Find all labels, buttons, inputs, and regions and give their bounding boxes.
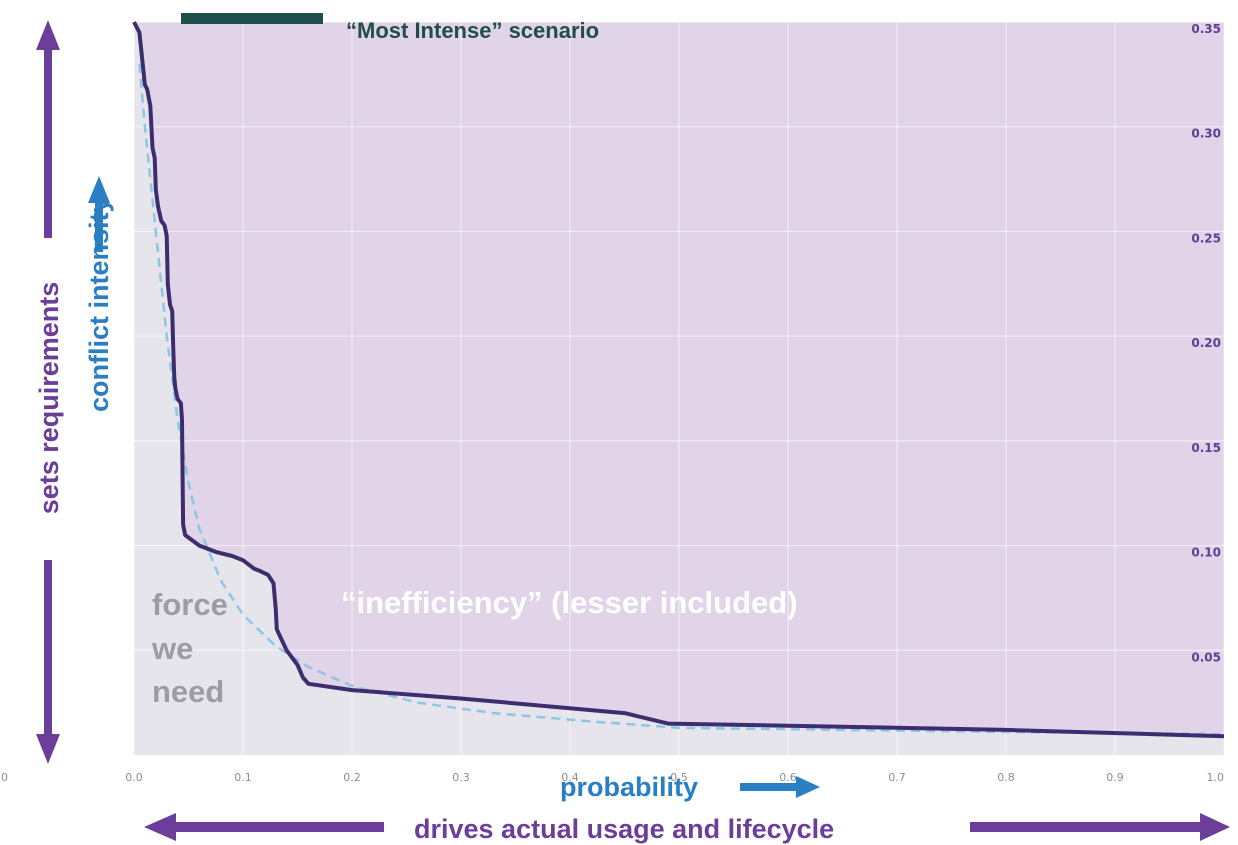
sets-requirements-arrow — [36, 20, 60, 764]
probability-arrow — [740, 776, 820, 798]
y-tick-label: 0.10 — [1191, 546, 1221, 560]
inefficiency-annotation: “inefficiency” (lesser included) — [341, 585, 798, 620]
x-tick-label: 0.7 — [888, 771, 906, 784]
x-tick-label: 0.4 — [561, 771, 579, 784]
x-tick-label: 1.0 — [1207, 771, 1225, 784]
force-annotation-line-2: we — [151, 631, 193, 666]
x-tick-label: 0.9 — [1106, 771, 1124, 784]
x-tick-label: 0.5 — [670, 771, 688, 784]
right-arrowhead-icon — [796, 776, 820, 798]
y-tick-label: 0.05 — [1191, 650, 1221, 664]
left-arrowhead-icon — [144, 813, 176, 841]
force-annotation-line-3: need — [152, 674, 224, 709]
x-tick-label: 0.6 — [779, 771, 797, 784]
right-arrowhead-icon — [1200, 813, 1230, 841]
lower-arrow-shaft — [44, 560, 52, 736]
legend-label: “Most Intense” scenario — [346, 18, 599, 43]
up-arrowhead-icon — [88, 176, 110, 203]
left-edge-tick-fragment: 0 — [1, 771, 8, 784]
x-inner-label: probability — [560, 772, 698, 802]
legend-swatch — [181, 13, 323, 24]
left-arrow-shaft — [174, 822, 384, 832]
up-arrowhead-icon — [36, 20, 60, 50]
y-tick-label: 0.15 — [1191, 441, 1221, 455]
x-tick-label: 0.8 — [997, 771, 1015, 784]
x-tick-label: 0.2 — [343, 771, 361, 784]
y-outer-label: sets requirements — [34, 282, 64, 515]
gridlines — [133, 21, 1225, 755]
dashed-series-line — [138, 63, 1225, 736]
y-tick-label: 0.35 — [1191, 22, 1221, 36]
blue-arrow-shaft — [740, 783, 800, 791]
x-tick-label: 0.1 — [234, 771, 252, 784]
y-tick-labels: 0.05 0.10 0.15 0.20 0.25 0.30 0.35 — [1191, 22, 1221, 664]
right-arrow-shaft — [970, 822, 1202, 832]
drives-usage-arrow — [144, 813, 1230, 841]
x-tick-label: 0.3 — [452, 771, 470, 784]
most-intense-scenario-line — [132, 21, 1225, 739]
conflict-intensity-arrow — [88, 176, 110, 252]
x-tick-label: 0.0 — [125, 771, 143, 784]
x-tick-labels: 0.0 0.1 0.2 0.3 0.4 0.5 0.6 0.7 0.8 0.9 1.0 — [125, 771, 1224, 784]
upper-arrow-shaft — [44, 48, 52, 238]
y-tick-label: 0.25 — [1191, 231, 1221, 245]
x-outer-label: drives actual usage and lifecycle — [414, 814, 834, 844]
y-tick-label: 0.30 — [1191, 127, 1221, 141]
force-annotation-line-1: force — [152, 587, 228, 622]
down-arrowhead-icon — [36, 734, 60, 764]
blue-arrow-shaft — [95, 200, 103, 252]
y-tick-label: 0.20 — [1191, 336, 1221, 350]
